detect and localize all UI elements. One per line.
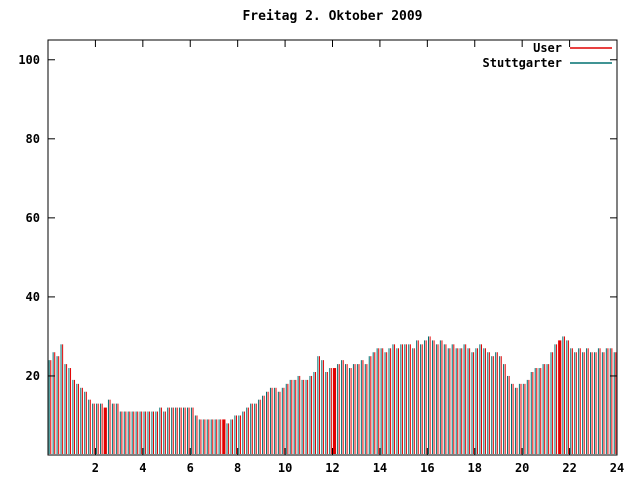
bar-user-solid bbox=[222, 419, 226, 454]
x-tick-label: 4 bbox=[139, 461, 146, 475]
x-tick-label: 6 bbox=[187, 461, 194, 475]
y-axis: 20 40 60 80 100 bbox=[18, 53, 617, 456]
y-tick-label: 20 bbox=[26, 369, 40, 383]
y-tick-label: 40 bbox=[26, 290, 40, 304]
x-tick-label: 20 bbox=[515, 461, 529, 475]
x-tick-label: 2 bbox=[92, 461, 99, 475]
x-tick-label: 10 bbox=[278, 461, 292, 475]
legend-label-user: User bbox=[533, 41, 562, 55]
x-axis: 2 4 6 8 10 12 14 16 18 20 22 24 bbox=[92, 40, 624, 475]
y-tick-label: 60 bbox=[26, 211, 40, 225]
chart-title: Freitag 2. Oktober 2009 bbox=[242, 9, 422, 24]
x-tick-label: 18 bbox=[468, 461, 482, 475]
legend-label-stuttgarter: Stuttgarter bbox=[483, 56, 562, 70]
bar-user-solid bbox=[558, 340, 562, 454]
bars-group bbox=[48, 336, 617, 454]
x-tick-label: 14 bbox=[373, 461, 387, 475]
x-tick-label: 8 bbox=[234, 461, 241, 475]
bar-user-solid bbox=[332, 368, 337, 454]
x-tick-label: 22 bbox=[562, 461, 576, 475]
y-tick-label: 100 bbox=[18, 53, 40, 67]
x-tick-label: 16 bbox=[420, 461, 434, 475]
x-tick-label: 12 bbox=[325, 461, 339, 475]
x-tick-label: 24 bbox=[610, 461, 624, 475]
y-tick-label: 80 bbox=[26, 132, 40, 146]
bar-user-solid bbox=[103, 407, 107, 454]
